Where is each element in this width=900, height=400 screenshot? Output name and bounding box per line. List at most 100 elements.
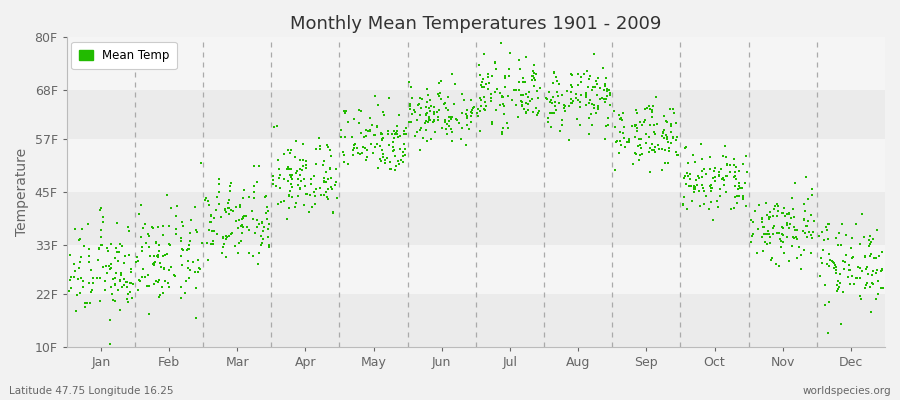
Point bbox=[146, 261, 160, 267]
Point bbox=[590, 74, 605, 81]
Point bbox=[348, 141, 363, 147]
Point bbox=[133, 202, 148, 208]
Point bbox=[292, 185, 307, 191]
Point bbox=[167, 272, 182, 278]
Point bbox=[421, 92, 436, 98]
Point bbox=[662, 145, 676, 151]
Point bbox=[374, 146, 389, 153]
Point bbox=[261, 226, 275, 232]
Point bbox=[233, 223, 248, 229]
Point bbox=[272, 166, 286, 172]
Point bbox=[778, 212, 792, 219]
Point bbox=[182, 242, 196, 248]
Point bbox=[216, 241, 230, 247]
Point bbox=[215, 235, 230, 241]
Point bbox=[407, 107, 421, 113]
Point bbox=[422, 117, 436, 124]
Point bbox=[629, 110, 643, 116]
Point bbox=[482, 85, 496, 92]
Point bbox=[478, 99, 492, 106]
Point bbox=[122, 228, 136, 234]
Point bbox=[387, 128, 401, 134]
Point bbox=[219, 236, 233, 243]
Point bbox=[258, 193, 273, 200]
Point bbox=[237, 187, 251, 193]
Point bbox=[62, 251, 77, 258]
Point bbox=[366, 150, 381, 156]
Point bbox=[494, 129, 508, 136]
Point bbox=[670, 152, 685, 158]
Point bbox=[779, 221, 794, 228]
Point bbox=[571, 82, 585, 88]
Point bbox=[730, 186, 744, 192]
Point bbox=[526, 72, 541, 79]
Point bbox=[544, 97, 558, 103]
Point bbox=[598, 83, 613, 89]
Point bbox=[123, 289, 138, 295]
Point bbox=[428, 129, 442, 136]
Point bbox=[224, 230, 238, 236]
Point bbox=[181, 264, 195, 271]
Point bbox=[493, 39, 508, 46]
Point bbox=[825, 258, 840, 264]
Point bbox=[405, 110, 419, 117]
Point bbox=[666, 134, 680, 141]
Point bbox=[677, 174, 691, 181]
Point bbox=[464, 96, 478, 103]
Point bbox=[110, 220, 124, 226]
Point bbox=[334, 127, 348, 133]
Point bbox=[554, 91, 569, 98]
Point bbox=[720, 162, 734, 168]
Point bbox=[622, 137, 636, 144]
Point bbox=[298, 183, 312, 189]
Point bbox=[396, 153, 410, 159]
Point bbox=[516, 75, 530, 82]
Point bbox=[696, 184, 710, 191]
Point bbox=[730, 200, 744, 206]
Point bbox=[688, 185, 702, 192]
Point bbox=[698, 171, 713, 178]
Point bbox=[405, 95, 419, 102]
Point bbox=[777, 249, 791, 256]
Point bbox=[75, 275, 89, 281]
Point bbox=[256, 224, 271, 230]
Point bbox=[230, 218, 244, 224]
Point bbox=[459, 142, 473, 148]
Point bbox=[183, 238, 197, 244]
Point bbox=[563, 100, 578, 106]
Point bbox=[290, 168, 304, 174]
Point bbox=[617, 144, 632, 150]
Point bbox=[829, 264, 843, 270]
Point bbox=[453, 120, 467, 126]
Point bbox=[352, 120, 366, 127]
Point bbox=[350, 144, 365, 151]
Point bbox=[376, 112, 391, 118]
Point bbox=[116, 275, 130, 282]
Point bbox=[312, 184, 327, 191]
Point bbox=[820, 260, 834, 267]
Point bbox=[266, 177, 281, 184]
Point bbox=[421, 115, 436, 122]
Point bbox=[283, 188, 297, 195]
Text: Latitude 47.75 Longitude 16.25: Latitude 47.75 Longitude 16.25 bbox=[9, 386, 174, 396]
Point bbox=[145, 224, 159, 230]
Point bbox=[800, 223, 814, 230]
Point bbox=[590, 81, 605, 88]
Point bbox=[255, 219, 269, 225]
Point bbox=[577, 71, 591, 77]
Point bbox=[602, 91, 616, 98]
Point bbox=[112, 287, 126, 293]
Point bbox=[512, 87, 526, 93]
Point bbox=[146, 225, 160, 232]
Point bbox=[732, 192, 746, 199]
Point bbox=[557, 105, 572, 112]
Point bbox=[708, 178, 723, 184]
Point bbox=[832, 280, 847, 286]
Point bbox=[110, 249, 124, 256]
Point bbox=[642, 134, 656, 140]
Point bbox=[306, 172, 320, 179]
Point bbox=[874, 284, 888, 291]
Point bbox=[72, 265, 86, 271]
Point bbox=[272, 175, 286, 182]
Point bbox=[515, 99, 529, 106]
